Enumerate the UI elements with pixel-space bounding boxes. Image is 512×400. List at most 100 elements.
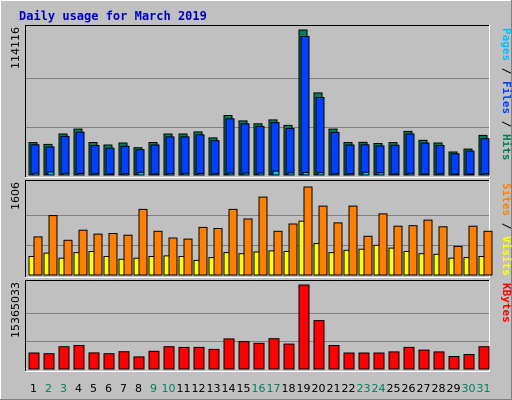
top-bar-pages	[137, 171, 145, 176]
top-bar-files	[285, 128, 295, 176]
x-tick-label: 28	[432, 382, 446, 395]
middle-bar-sites	[168, 237, 178, 276]
bottom-bar-kbytes	[268, 338, 280, 370]
bottom-bar-kbytes	[148, 350, 160, 370]
top-bar-pages	[197, 173, 205, 176]
bottom-bar-kbytes	[463, 354, 475, 370]
top-legend-entry: Files	[500, 81, 512, 114]
top-bar-pages	[77, 173, 85, 176]
x-tick-label: 9	[150, 382, 157, 395]
top-bar-files	[105, 147, 115, 176]
top-bar-pages	[242, 172, 250, 176]
bottom-bar-kbytes	[418, 349, 430, 370]
x-tick-label: 21	[327, 382, 341, 395]
bottom-bar-kbytes	[298, 284, 310, 370]
middle-bar-sites	[408, 225, 418, 276]
x-tick-label: 4	[75, 382, 82, 395]
top-bar-pages	[482, 173, 490, 176]
top-bar-pages	[317, 172, 325, 176]
middle-bar-sites	[273, 230, 283, 276]
top-bar-files	[225, 118, 235, 176]
bottom-bar-kbytes	[223, 338, 235, 370]
y-max-labels: 114116 1606 15365033	[9, 27, 22, 338]
top-bar-files	[435, 145, 445, 176]
middle-bar-sites	[423, 219, 433, 276]
middle-legend-entry: Visits	[500, 236, 512, 276]
middle-bar-sites	[78, 229, 88, 276]
middle-bar-sites	[348, 205, 358, 276]
middle-bar-sites	[138, 208, 148, 276]
top-bar-files	[75, 131, 85, 176]
middle-ymax-label: 1606	[9, 182, 22, 210]
middle-bar-sites	[288, 223, 298, 276]
x-tick-label: 24	[372, 382, 386, 395]
top-bar-files	[150, 144, 160, 176]
top-bar-files	[180, 136, 190, 176]
top-bar-files	[270, 122, 280, 176]
middle-bar-sites	[333, 222, 343, 276]
bottom-ymax-label: 15365033	[9, 282, 22, 338]
top-bar-files	[315, 97, 325, 176]
top-bar-pages	[62, 172, 70, 176]
top-bar-pages	[437, 173, 445, 176]
bottom-bar-kbytes	[163, 346, 175, 370]
x-tick-label: 19	[297, 382, 311, 395]
bottom-bar-kbytes	[388, 351, 400, 370]
bottom-bar-kbytes	[403, 346, 415, 370]
middle-legend-entry: /	[500, 216, 512, 236]
top-bar-pages	[287, 172, 295, 176]
x-tick-labels: 1 2 3 4 5 6 7 8 9 10 11 12 13 14 15 16 17 18 19 20 21 22 23 24 2…	[30, 382, 491, 395]
x-tick-label: 7	[120, 382, 127, 395]
x-tick-label: 2	[45, 382, 52, 395]
x-tick-label: 29	[447, 382, 461, 395]
top-bar-pages	[302, 172, 310, 176]
legends: Pages / Files / Hits Sites / Visits KBytes	[500, 28, 512, 323]
bottom-bar-kbytes	[193, 346, 205, 370]
top-ymax-label: 114116	[9, 27, 22, 69]
middle-bar-sites	[213, 228, 223, 276]
middle-bar-sites	[63, 239, 73, 276]
middle-bar-sites	[228, 208, 238, 276]
bottom-bar-kbytes	[58, 346, 70, 370]
top-bar-pages	[392, 173, 400, 176]
top-bar-pages	[122, 173, 130, 176]
top-bar-files	[465, 150, 475, 176]
bottom-bar-kbytes	[328, 345, 340, 370]
bottom-bar-kbytes	[28, 352, 40, 370]
middle-bar-sites	[123, 234, 133, 276]
bottom-bar-kbytes	[88, 352, 100, 370]
x-tick-label: 11	[177, 382, 191, 395]
top-bar-files	[120, 145, 130, 176]
bottom-bar-kbytes	[118, 351, 130, 370]
middle-legend: Sites / Visits	[500, 183, 512, 276]
bottom-bar-kbytes	[103, 353, 115, 370]
top-bar-pages	[47, 171, 55, 176]
bottom-bar-kbytes	[43, 353, 55, 370]
bottom-legend: KBytes	[500, 283, 512, 323]
middle-bar-sites	[183, 238, 193, 276]
middle-bar-sites	[438, 226, 448, 276]
middle-bar-sites	[303, 186, 313, 276]
top-bar-files	[390, 144, 400, 176]
top-bar-files	[210, 140, 220, 176]
middle-bar-sites	[198, 226, 208, 276]
x-tick-label: 3	[60, 382, 67, 395]
middle-bar-sites	[453, 245, 463, 276]
top-bar-pages	[332, 173, 340, 176]
x-tick-label: 18	[282, 382, 296, 395]
x-tick-label: 10	[162, 382, 176, 395]
top-bar-files	[480, 138, 490, 176]
middle-bar-sites	[483, 230, 493, 276]
top-bar-files	[330, 131, 340, 176]
x-tick-label: 15	[237, 382, 251, 395]
bottom-bar-kbytes	[283, 343, 295, 370]
top-legend: Pages / Files / Hits	[500, 28, 512, 161]
middle-bar-sites	[108, 233, 118, 276]
x-tick-label: 16	[252, 382, 266, 395]
top-bar-pages	[182, 172, 190, 176]
middle-bar-sites	[258, 196, 268, 276]
x-tick-label: 23	[357, 382, 371, 395]
x-tick-label: 20	[312, 382, 326, 395]
top-bar-pages	[377, 172, 385, 176]
bottom-bar-kbytes	[133, 356, 145, 370]
